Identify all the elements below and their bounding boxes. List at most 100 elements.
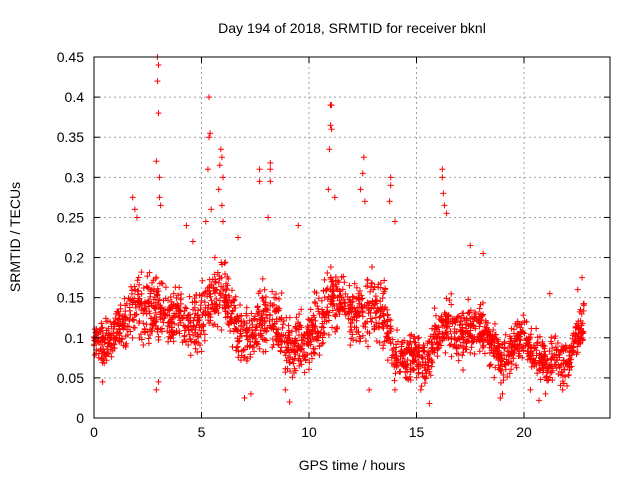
data-point — [259, 275, 266, 282]
data-point — [545, 376, 552, 383]
data-point — [432, 312, 439, 319]
data-point — [306, 317, 313, 324]
data-point — [514, 320, 521, 327]
data-point — [208, 306, 215, 313]
data-point — [380, 325, 387, 332]
data-point — [296, 311, 303, 318]
data-point — [282, 386, 289, 393]
data-point — [534, 370, 541, 377]
data-point — [316, 343, 323, 350]
data-point — [401, 337, 408, 344]
data-point — [364, 299, 371, 306]
y-tick-label: 0.45 — [57, 49, 84, 65]
data-point — [369, 315, 376, 322]
data-point — [483, 331, 490, 338]
data-point — [366, 330, 373, 337]
data-point — [102, 315, 109, 322]
data-point — [113, 334, 120, 341]
data-point — [295, 222, 302, 229]
data-point — [455, 351, 462, 358]
data-point — [301, 369, 308, 376]
data-point — [136, 318, 143, 325]
data-point — [329, 324, 336, 331]
data-point — [438, 313, 445, 320]
data-point — [465, 309, 472, 316]
data-point — [467, 242, 474, 249]
data-point — [533, 325, 540, 332]
data-point — [376, 339, 383, 346]
data-point — [269, 288, 276, 295]
y-tick-label: 0.25 — [57, 209, 84, 225]
data-point — [294, 347, 301, 354]
data-point — [516, 333, 523, 340]
data-point — [402, 361, 409, 368]
data-point — [420, 347, 427, 354]
data-point — [443, 324, 450, 331]
data-point — [285, 329, 292, 336]
data-point — [365, 304, 372, 311]
data-point — [501, 345, 508, 352]
data-point — [205, 317, 212, 324]
data-point — [467, 322, 474, 329]
data-point — [238, 323, 245, 330]
data-point — [215, 279, 222, 286]
data-point — [240, 354, 247, 361]
data-point — [527, 345, 534, 352]
data-point — [131, 206, 138, 213]
data-point — [298, 346, 305, 353]
data-point — [237, 328, 244, 335]
data-point — [574, 349, 581, 356]
data-point — [512, 347, 519, 354]
data-point — [373, 319, 380, 326]
data-point — [216, 273, 223, 280]
data-point — [209, 276, 216, 283]
data-point — [397, 368, 404, 375]
x-tick-label: 5 — [198, 424, 206, 440]
data-point — [376, 314, 383, 321]
data-point — [315, 308, 322, 315]
data-point — [386, 198, 393, 205]
data-point — [495, 338, 502, 345]
data-point — [351, 314, 358, 321]
data-point — [324, 269, 331, 276]
data-point — [134, 214, 140, 221]
data-point — [267, 178, 274, 185]
data-point — [467, 327, 474, 334]
data-point — [431, 305, 438, 312]
data-point — [580, 307, 587, 314]
data-point — [444, 318, 451, 325]
data-point — [392, 370, 399, 377]
data-point — [520, 312, 527, 319]
data-point — [369, 263, 376, 270]
data-point — [460, 349, 467, 356]
data-point — [253, 323, 260, 330]
data-point — [286, 349, 293, 356]
data-point — [347, 342, 354, 349]
data-point — [171, 320, 178, 327]
data-point — [318, 314, 325, 321]
y-axis: 0 0.05 0.1 0.15 0.2 0.25 0.3 0.35 0.4 0.45 — [57, 49, 610, 426]
data-point — [513, 322, 520, 329]
data-point — [193, 338, 200, 345]
data-point — [559, 372, 566, 379]
data-point — [202, 218, 209, 225]
data-point — [331, 194, 338, 201]
data-point — [120, 325, 127, 332]
data-point — [325, 186, 332, 193]
data-point — [347, 301, 354, 308]
data-point — [249, 332, 256, 339]
data-point — [320, 287, 327, 294]
data-point — [380, 319, 387, 326]
data-point — [184, 312, 191, 319]
data-point — [189, 326, 196, 333]
data-point — [286, 314, 293, 321]
data-point — [489, 334, 496, 341]
data-point — [464, 329, 471, 336]
data-point — [393, 344, 400, 351]
data-point — [267, 159, 274, 166]
data-point — [391, 363, 398, 370]
data-point — [220, 174, 226, 181]
data-point — [229, 308, 236, 315]
data-point — [155, 336, 162, 343]
data-point — [345, 315, 352, 322]
